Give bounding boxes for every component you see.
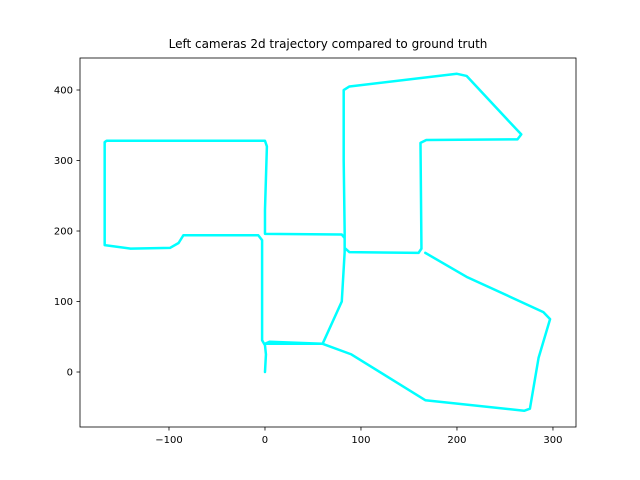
x-tick-label: 0 xyxy=(262,435,268,446)
y-tick-label: 400 xyxy=(54,86,73,97)
x-tick-label: 100 xyxy=(351,435,370,446)
x-tick-label: 200 xyxy=(447,435,466,446)
x-tick-label: 300 xyxy=(543,435,562,446)
y-tick-label: 0 xyxy=(67,368,73,379)
x-tick-label: −100 xyxy=(155,435,182,446)
chart-title: Left cameras 2d trajectory compared to g… xyxy=(169,37,488,51)
trajectory-line xyxy=(103,72,552,413)
y-tick-label: 300 xyxy=(54,156,73,167)
y-tick-label: 100 xyxy=(54,297,73,308)
y-tick-label: 200 xyxy=(54,227,73,238)
plot-frame xyxy=(79,57,577,428)
